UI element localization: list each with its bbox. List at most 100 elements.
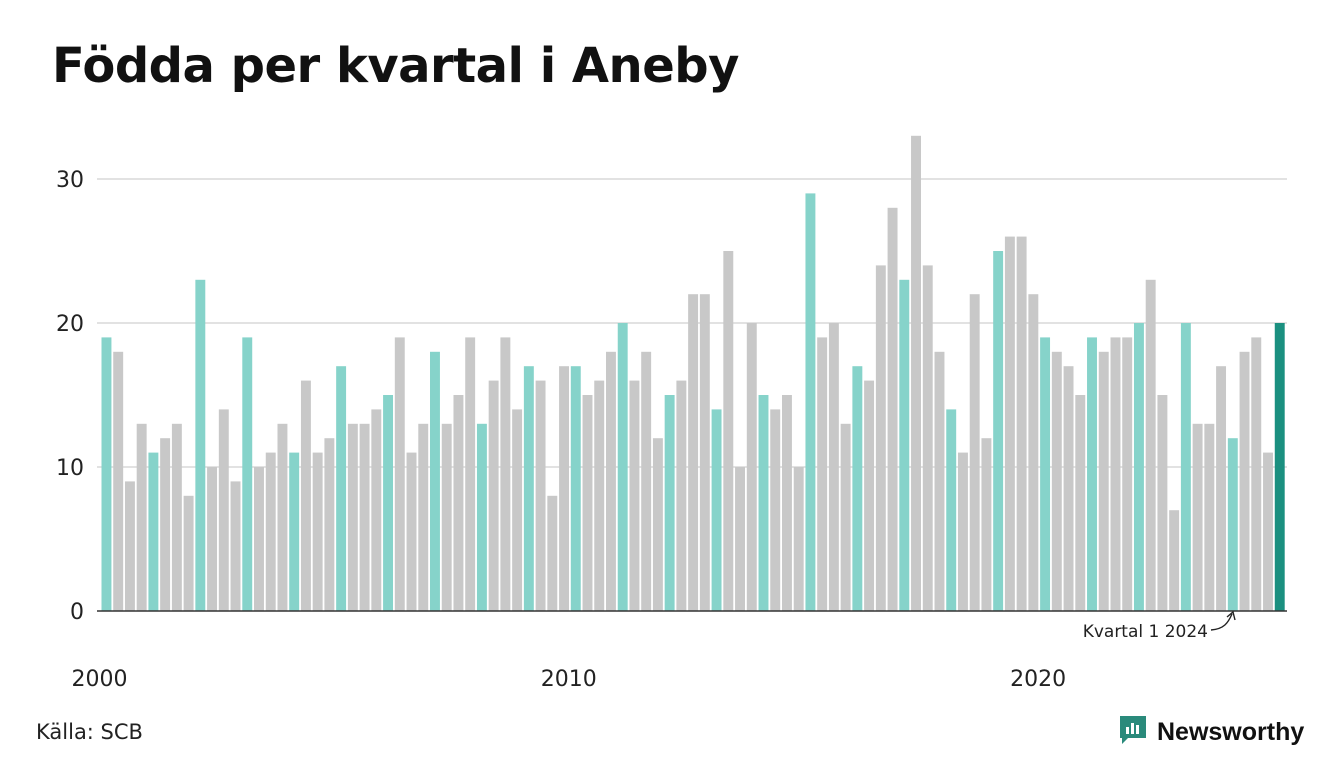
bar	[195, 279, 206, 611]
bar	[289, 452, 300, 611]
annotation-group: Kvartal 1 2024	[1083, 610, 1236, 642]
bar	[899, 279, 910, 611]
bar	[218, 409, 229, 611]
bar	[124, 481, 135, 611]
bar	[277, 423, 288, 611]
bar	[207, 467, 218, 611]
bar	[993, 251, 1004, 611]
bar	[664, 395, 675, 611]
bar	[840, 423, 851, 611]
bar	[782, 395, 792, 611]
bar	[770, 409, 781, 611]
bar	[465, 337, 476, 611]
bar	[523, 366, 534, 611]
newsworthy-logo-icon	[1118, 714, 1148, 750]
bar	[430, 351, 440, 611]
source-note: Källa: SCB	[36, 720, 143, 744]
chart-title: Födda per kvartal i Aneby	[52, 38, 739, 94]
bar	[148, 452, 159, 611]
bar	[500, 337, 511, 611]
bar	[101, 337, 112, 611]
brand-logo[interactable]: Newsworthy	[1118, 714, 1304, 750]
bar	[946, 409, 957, 611]
x-tick-label: 2020	[1010, 667, 1066, 692]
bar	[535, 380, 546, 611]
bar	[383, 395, 394, 611]
bar	[711, 409, 722, 611]
bar	[1016, 236, 1027, 611]
bar	[817, 337, 828, 611]
bar	[488, 380, 499, 611]
bar	[864, 380, 875, 611]
bar	[300, 380, 311, 611]
bar	[254, 467, 264, 611]
bar	[594, 380, 605, 611]
bar	[1098, 351, 1109, 611]
bar	[1087, 337, 1097, 611]
brand-name: Newsworthy	[1157, 717, 1305, 746]
bar-chart: 0 10 20 30 2000 2010 2020 Kvartal 1 2024	[56, 135, 1287, 692]
bar	[887, 207, 898, 612]
bar	[371, 409, 382, 611]
bar	[1157, 395, 1168, 611]
bar	[312, 452, 323, 611]
bar	[183, 495, 194, 611]
y-tick-label: 30	[56, 168, 84, 193]
bar	[1075, 395, 1086, 611]
bar	[1216, 366, 1227, 611]
bar	[911, 135, 921, 612]
y-tick-label: 20	[56, 312, 84, 337]
bar	[1227, 438, 1238, 611]
bar	[617, 323, 628, 611]
annotation-arrow	[1210, 613, 1233, 631]
axes: 2000 2010 2020	[72, 610, 1287, 692]
bar	[1251, 337, 1262, 611]
bar	[1110, 337, 1121, 611]
bar	[570, 366, 581, 611]
bar	[394, 337, 405, 611]
bar	[922, 265, 933, 611]
bar	[723, 251, 734, 611]
bar	[676, 380, 687, 611]
bar	[336, 366, 347, 611]
bar	[160, 438, 171, 611]
bar	[1028, 294, 1039, 611]
bar	[1063, 366, 1074, 611]
bar	[981, 438, 992, 611]
bar	[828, 323, 839, 611]
bar	[476, 423, 487, 611]
bar	[699, 294, 710, 611]
bar	[136, 423, 147, 611]
bar	[641, 351, 652, 611]
bar	[559, 366, 569, 611]
bar	[347, 423, 358, 611]
bar	[230, 481, 241, 611]
bar	[324, 438, 335, 611]
bar	[441, 423, 452, 611]
annotation-label: Kvartal 1 2024	[1083, 622, 1208, 642]
bar	[746, 323, 757, 611]
bar	[875, 265, 886, 611]
bar	[242, 337, 253, 611]
bar	[688, 294, 699, 611]
bar	[957, 452, 968, 611]
bar	[1040, 337, 1051, 611]
bar	[969, 294, 980, 611]
bar	[359, 423, 370, 611]
bar	[265, 452, 276, 611]
bar	[1263, 452, 1273, 611]
bar	[1204, 423, 1215, 611]
bar	[1051, 351, 1062, 611]
x-tick-label: 2010	[541, 667, 597, 692]
bar	[606, 351, 616, 611]
bar	[113, 351, 124, 611]
bar	[582, 395, 593, 611]
bar	[1192, 423, 1203, 611]
bar	[1004, 236, 1015, 611]
bar	[1145, 279, 1156, 611]
bar	[418, 423, 429, 611]
bar	[1169, 510, 1180, 611]
bar	[1122, 337, 1133, 611]
bar	[512, 409, 523, 611]
bar-latest	[1274, 323, 1285, 611]
